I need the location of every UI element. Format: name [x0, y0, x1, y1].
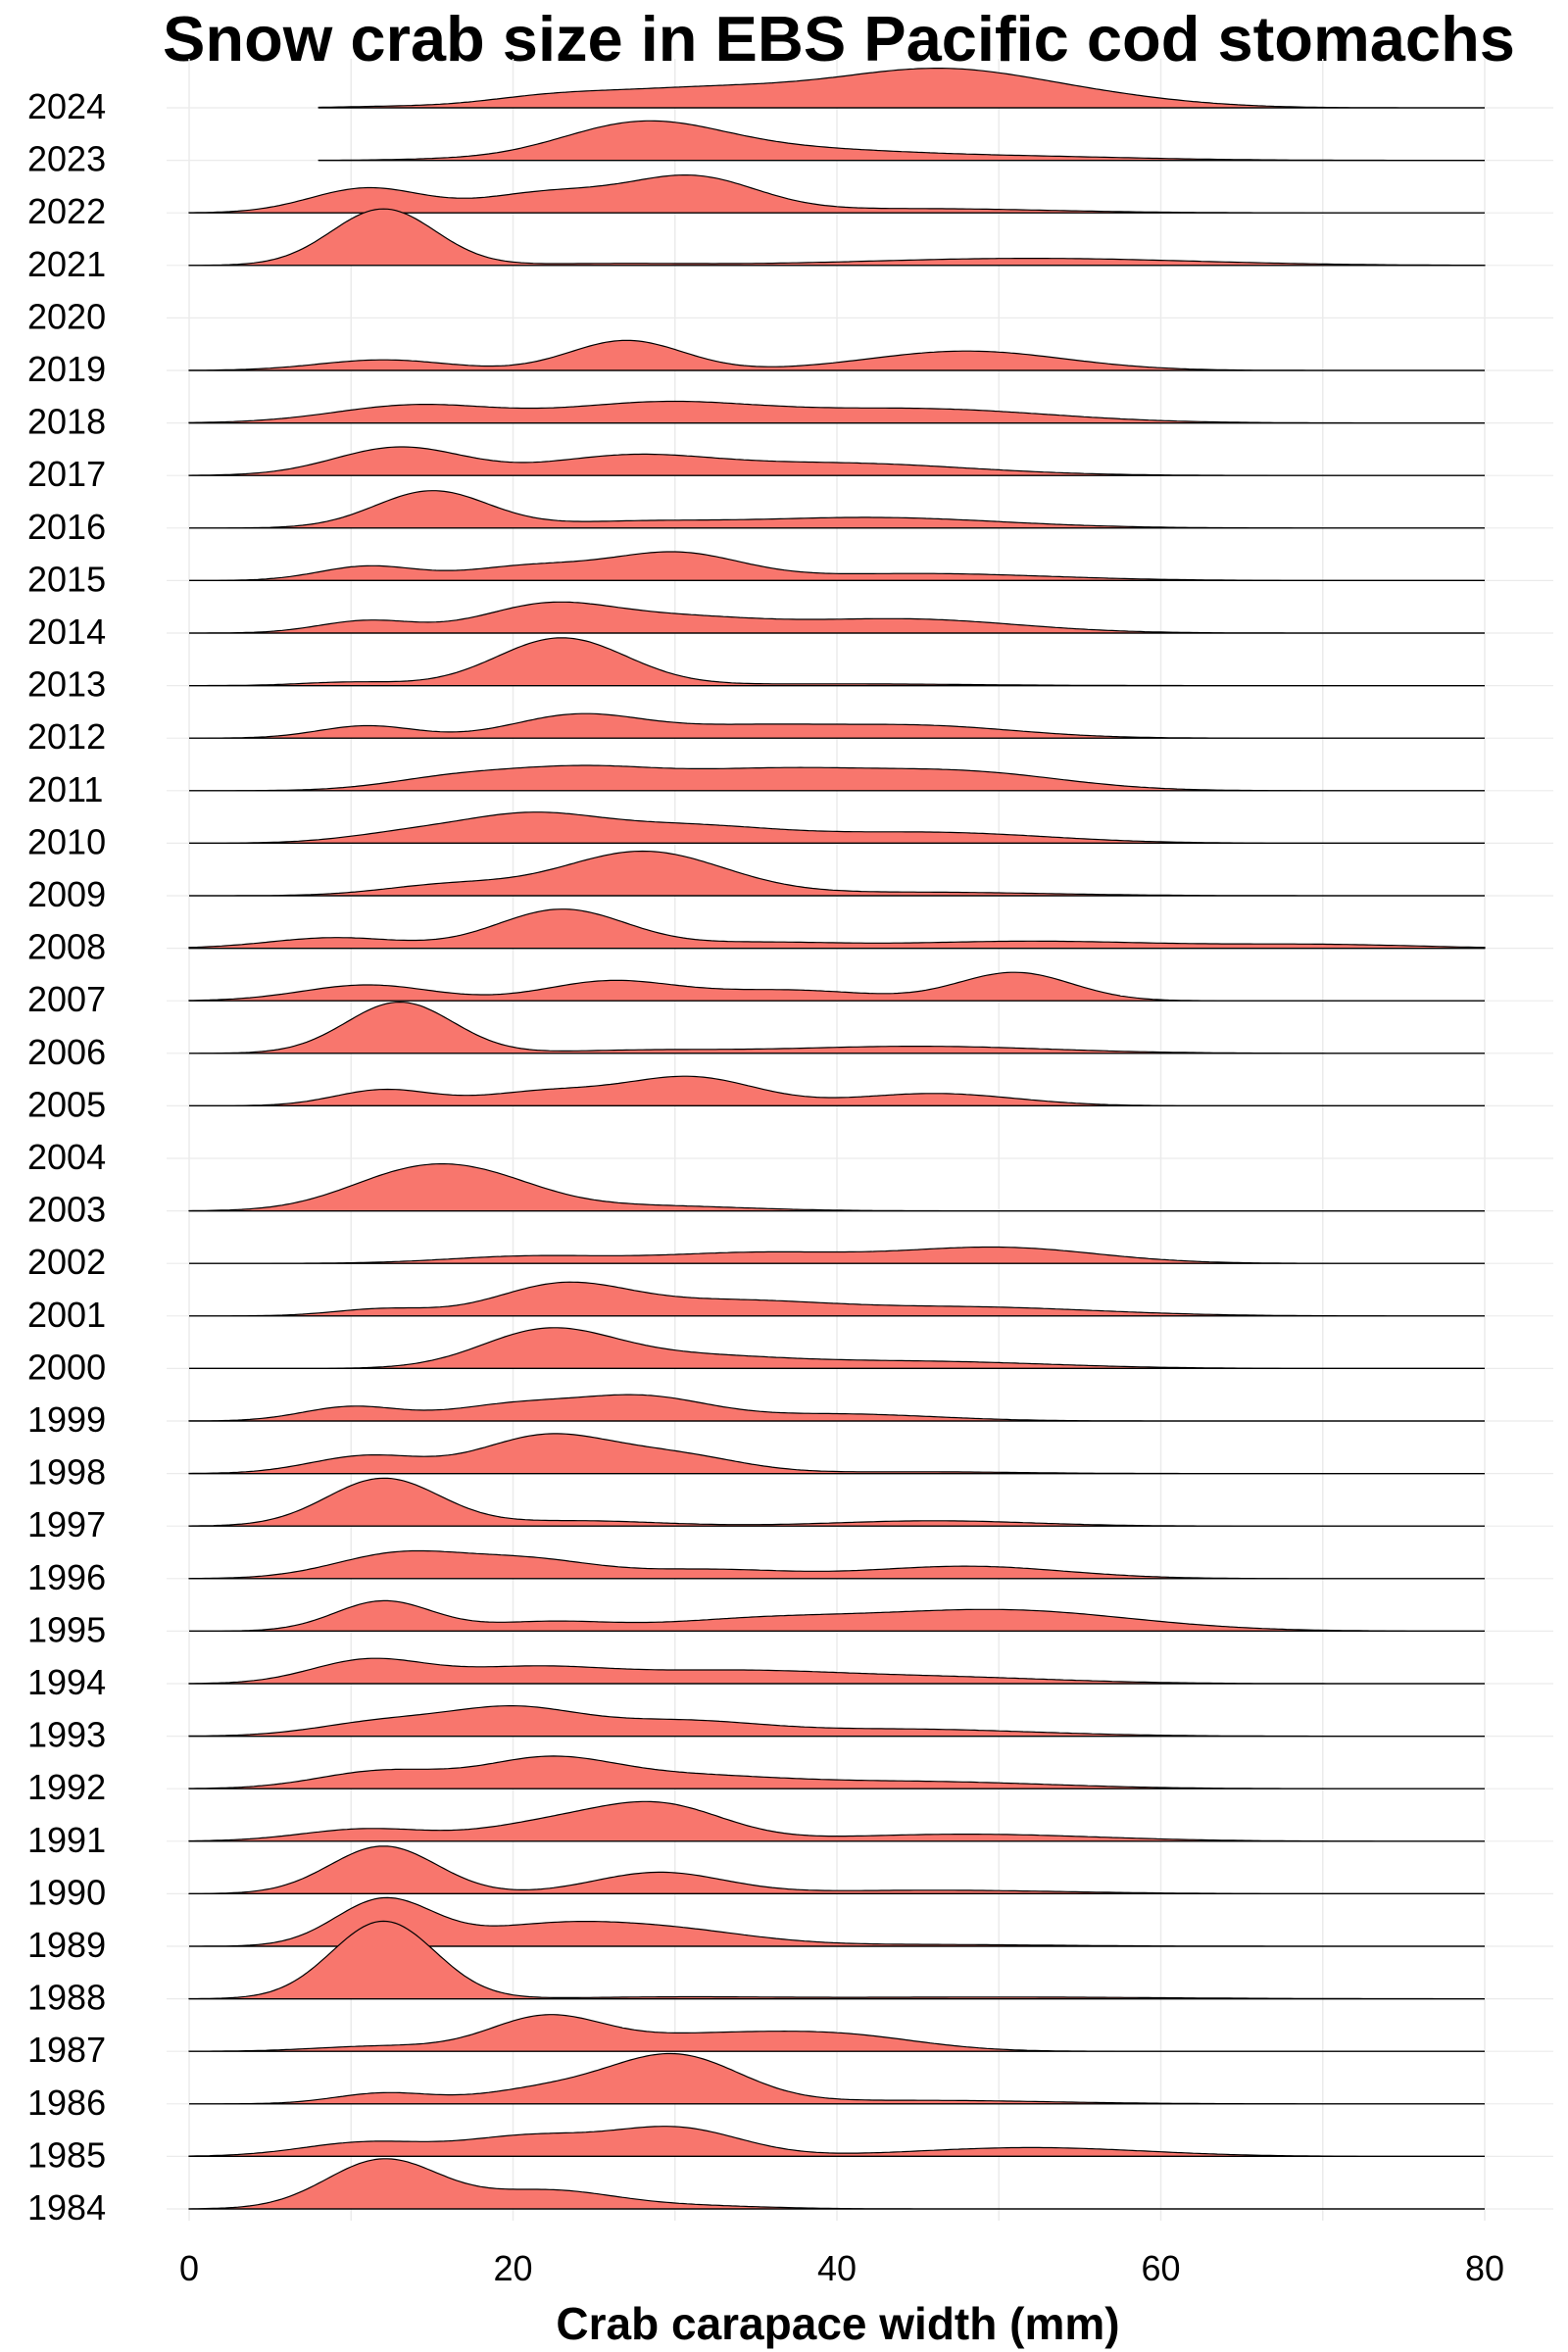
year-label-1999: 1999 [27, 1399, 106, 1440]
chart-title: Snow crab size in EBS Pacific cod stomac… [163, 3, 1515, 74]
ridge-2009 [189, 850, 1485, 897]
x-axis-label: Crab carapace width (mm) [556, 2298, 1119, 2349]
x-tick-labels: 0 20 40 60 80 [179, 2248, 1504, 2288]
ridge-2016 [189, 490, 1485, 529]
year-label-2017: 2017 [27, 454, 106, 494]
ridge-2013 [189, 637, 1485, 687]
density-ridge-1995 [189, 1599, 1485, 1632]
ridge-1995 [189, 1599, 1485, 1633]
grid-layer [167, 59, 1553, 2221]
year-label-2004: 2004 [27, 1137, 106, 1177]
year-label-2010: 2010 [27, 821, 106, 861]
ridge-1993 [188, 1705, 1485, 1738]
year-label-1984: 1984 [27, 2187, 106, 2228]
year-label-2012: 2012 [27, 716, 106, 757]
density-ridge-2008 [188, 908, 1486, 950]
ridge-2024 [318, 68, 1485, 109]
year-label-2003: 2003 [27, 1190, 106, 1230]
ridge-1985 [188, 2126, 1485, 2157]
year-label-2009: 2009 [27, 874, 106, 914]
ridge-2012 [189, 712, 1485, 739]
year-label-2008: 2008 [27, 927, 106, 967]
ridge-2010 [189, 811, 1485, 845]
year-label-1997: 1997 [27, 1504, 106, 1544]
ridge-1991 [188, 1800, 1485, 1842]
ridge-2000 [189, 1327, 1485, 1370]
year-label-2020: 2020 [27, 296, 106, 336]
ridge-2008 [188, 908, 1486, 950]
x-tick-label: 20 [493, 2248, 532, 2288]
ridge-1984 [188, 2158, 1485, 2210]
year-label-2007: 2007 [27, 979, 106, 1019]
year-label-1990: 1990 [27, 1872, 106, 1912]
ridge-2003 [188, 1163, 1485, 1212]
ridge-2018 [188, 400, 1485, 424]
ridge-1987 [188, 2014, 1485, 2052]
ridge-2002 [189, 1246, 1485, 1264]
year-label-2005: 2005 [27, 1084, 106, 1124]
year-label-1992: 1992 [27, 1767, 106, 1807]
year-label-2015: 2015 [27, 559, 106, 599]
year-label-2001: 2001 [27, 1295, 106, 1335]
ridge-2023 [318, 120, 1485, 162]
year-label-1986: 1986 [27, 2082, 106, 2123]
year-label-1993: 1993 [27, 1715, 106, 1755]
year-label-1991: 1991 [27, 1820, 106, 1860]
year-label-2016: 2016 [27, 507, 106, 547]
density-ridge-1985 [188, 2126, 1485, 2157]
year-label-2006: 2006 [27, 1032, 106, 1072]
ridge-2019 [188, 339, 1485, 371]
density-ridge-2021 [188, 208, 1486, 267]
year-label-2002: 2002 [27, 1242, 106, 1282]
year-label-1988: 1988 [27, 1978, 106, 2018]
year-label-1994: 1994 [27, 1662, 106, 1702]
year-label-2024: 2024 [27, 86, 106, 126]
ridge-layer [188, 68, 1486, 2210]
year-label-1985: 1985 [27, 2134, 106, 2175]
ridge-2022 [188, 174, 1485, 214]
year-label-1987: 1987 [27, 2030, 106, 2070]
ridge-1999 [188, 1394, 1485, 1422]
year-label-1989: 1989 [27, 1925, 106, 1965]
year-label-2013: 2013 [27, 664, 106, 705]
year-label-1995: 1995 [27, 1609, 106, 1649]
ridge-1997 [188, 1477, 1485, 1527]
ridge-1988 [188, 1920, 1485, 2000]
density-ridge-2011 [189, 764, 1485, 792]
ridge-2007 [188, 971, 1485, 1002]
year-label-2011: 2011 [27, 769, 103, 809]
ridge-2014 [189, 601, 1485, 634]
year-label-2021: 2021 [27, 244, 106, 284]
ridge-2021 [188, 208, 1486, 267]
year-label-2018: 2018 [27, 402, 106, 442]
ridge-1990 [188, 1845, 1485, 1895]
year-label-2000: 2000 [27, 1347, 106, 1387]
year-label-2022: 2022 [27, 191, 106, 231]
year-label-2019: 2019 [27, 349, 106, 389]
year-label-2023: 2023 [27, 139, 106, 179]
x-tick-label: 40 [817, 2248, 857, 2288]
ridge-1986 [189, 2052, 1485, 2105]
x-tick-label: 80 [1465, 2248, 1504, 2288]
ridge-1992 [188, 1755, 1485, 1789]
ridge-2006 [189, 1001, 1485, 1054]
year-label-1996: 1996 [27, 1557, 106, 1597]
ridge-2011 [189, 764, 1485, 792]
x-tick-label: 0 [179, 2248, 199, 2288]
year-tick-labels: 2024 2023 2022 2021 2020 2019 2018 2017 2016 2015… [27, 86, 106, 2228]
density-ridge-2023 [318, 120, 1485, 162]
year-label-2014: 2014 [27, 612, 106, 652]
ridge-2015 [189, 551, 1485, 582]
ridge-2001 [189, 1281, 1485, 1317]
x-tick-label: 60 [1141, 2248, 1180, 2288]
ridge-2005 [189, 1075, 1485, 1107]
year-label-1998: 1998 [27, 1452, 106, 1493]
ridge-1998 [188, 1433, 1485, 1475]
density-ridge-2024 [318, 68, 1485, 109]
ridge-2017 [188, 446, 1485, 476]
ridge-1996 [188, 1549, 1485, 1580]
ridge-1994 [188, 1657, 1485, 1685]
